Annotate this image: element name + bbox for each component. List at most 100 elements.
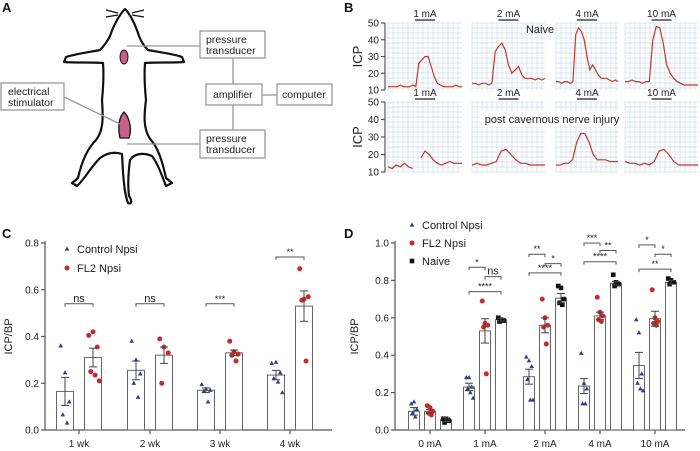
data-point-triangle <box>635 380 640 385</box>
significance-bracket <box>275 256 305 261</box>
data-point-circle <box>159 380 165 386</box>
significance-label: *** <box>587 233 598 243</box>
significance-label: * <box>645 235 649 245</box>
y-tick-label: 10 <box>368 86 380 97</box>
data-point-square <box>671 279 677 285</box>
data-point-square <box>440 416 446 422</box>
row-label-naive: Naive <box>526 24 554 36</box>
significance-label: * <box>551 254 555 264</box>
data-point-square <box>560 302 565 308</box>
stim-label: 10 mA <box>647 88 676 99</box>
significance-label: * <box>475 257 479 267</box>
stim-label: 10 mA <box>647 9 676 20</box>
data-point-triangle <box>529 363 535 369</box>
bar <box>523 376 535 431</box>
data-point-triangle <box>131 380 137 385</box>
significance-label: **** <box>593 252 608 262</box>
significance-bracket <box>638 244 656 248</box>
significance-label: ** <box>286 247 294 257</box>
data-point-circle <box>233 358 239 364</box>
data-point-circle <box>409 240 415 246</box>
significance-label: ** <box>651 259 659 269</box>
box-label: electrical <box>8 86 49 98</box>
data-point-circle <box>96 378 102 384</box>
data-point-triangle <box>62 370 68 375</box>
data-point-circle <box>303 358 309 364</box>
chart-c: 0.0 0.2 0.4 0.6 0.8 ICP/BP 1 wk 2 wk 3 wk 4 wk ns n… <box>3 239 332 450</box>
y-tick-label: 40 <box>368 115 380 126</box>
significance-bracket <box>638 268 672 273</box>
x-tick-label: 2 mA <box>533 439 557 450</box>
y-tick-label: 0.0 <box>375 426 389 437</box>
significance-label: ns <box>73 293 85 305</box>
data-point-triangle <box>639 371 645 376</box>
stim-label: 4 mA <box>575 9 599 20</box>
bar <box>594 315 606 431</box>
panel-label-d: D <box>344 226 353 241</box>
data-point-triangle <box>414 406 420 412</box>
data-point-triangle <box>269 360 275 365</box>
significance-bracket <box>599 249 617 254</box>
data-point-circle <box>86 332 92 338</box>
panel-label-b: B <box>344 0 353 15</box>
data-point-circle <box>485 322 491 328</box>
data-point-circle <box>88 369 94 375</box>
significance-bracket <box>583 242 601 246</box>
data-point-circle <box>94 344 100 350</box>
bar <box>295 305 313 431</box>
data-point-circle <box>600 313 606 319</box>
computer-box: computer <box>276 83 333 106</box>
data-point-triangle <box>64 246 70 251</box>
stim-label: 1 mA <box>413 88 437 99</box>
y-tick-label: 30 <box>368 133 380 144</box>
significance-bracket <box>654 253 672 258</box>
bar <box>495 319 507 431</box>
data-point-triangle <box>411 399 417 404</box>
data-point-square <box>497 319 502 324</box>
significance-bracket <box>468 291 502 295</box>
penis-organ <box>118 111 131 139</box>
data-point-triangle <box>638 386 643 391</box>
row-label-injury: post cavernous nerve injury <box>485 114 620 126</box>
data-point-triangle <box>201 388 207 394</box>
stim-label: 2 mA <box>497 9 521 20</box>
data-point-circle <box>483 371 489 377</box>
data-point-triangle <box>578 350 584 355</box>
y-tick-label: 0.6 <box>375 313 389 324</box>
bar <box>610 282 622 431</box>
data-point-triangle <box>640 388 646 393</box>
data-point-triangle <box>633 317 639 322</box>
significance-label: **** <box>538 263 553 273</box>
data-point-triangle <box>129 338 135 343</box>
significance-bracket <box>468 266 486 271</box>
x-tick-label: 4 wk <box>280 439 302 450</box>
data-point-square <box>616 281 622 287</box>
data-point-circle <box>299 297 305 303</box>
legend-label: Control Npsi <box>77 244 138 256</box>
y-axis-label: ICP/BP <box>3 318 15 354</box>
legend-label: FL2 Npsi <box>422 238 466 250</box>
bar <box>665 281 677 431</box>
icp-trace <box>556 26 619 85</box>
data-point-circle <box>539 296 545 302</box>
icp-trace <box>624 148 698 166</box>
bar <box>197 389 215 431</box>
significance-bracket <box>528 253 546 258</box>
y-tick-label: 0.8 <box>375 276 389 287</box>
whiskers <box>105 9 145 18</box>
bar <box>479 330 491 431</box>
x-tick-label: 1 wk <box>69 439 91 450</box>
box-label: amplifier <box>213 89 253 101</box>
data-point-triangle <box>468 390 473 395</box>
significance-label: ns <box>144 293 156 305</box>
data-point-square <box>409 258 415 264</box>
bar <box>539 324 551 431</box>
y-tick-label: 50 <box>368 98 380 109</box>
significance-label: ** <box>533 244 541 254</box>
y-tick-label: 0.6 <box>25 285 39 296</box>
pressure-transducer-bottom-box: pressure transducer <box>199 129 266 159</box>
heart-organ <box>119 49 129 65</box>
box-label: computer <box>282 89 326 101</box>
bar <box>84 357 102 431</box>
